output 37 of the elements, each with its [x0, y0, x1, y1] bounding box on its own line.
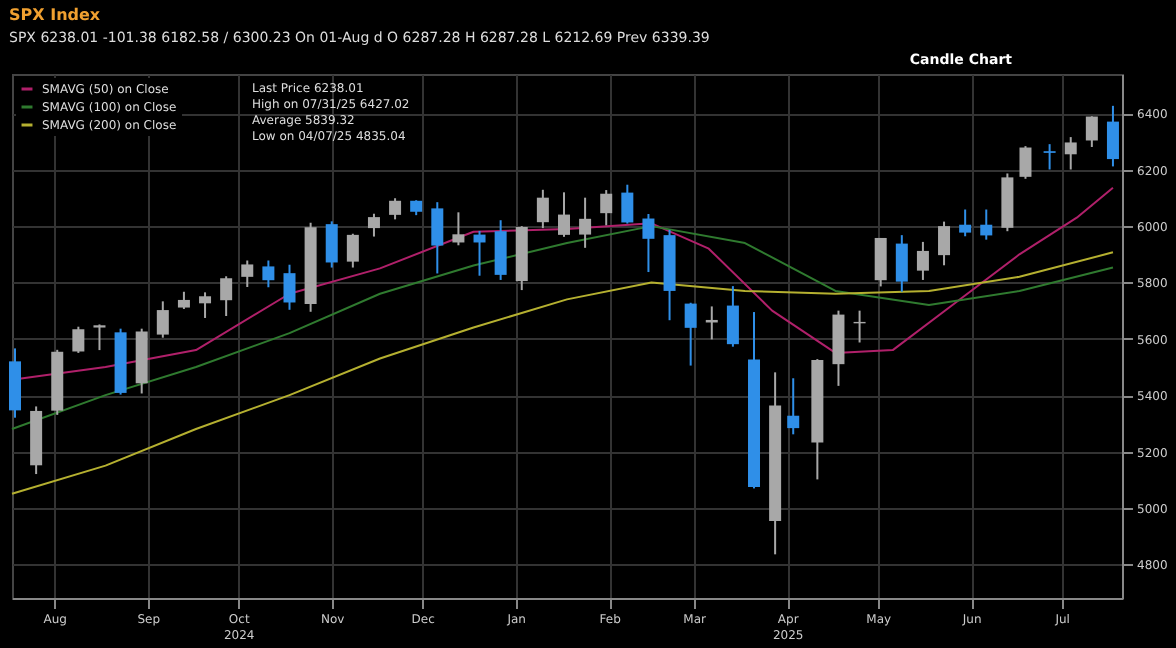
- candlestick: [938, 220, 951, 267]
- candlestick: [241, 259, 254, 288]
- candlestick: [980, 208, 993, 241]
- candlestick: [346, 232, 359, 269]
- candlestick: [536, 188, 549, 230]
- candlestick: [367, 212, 380, 238]
- chart-title: SPX Index: [9, 6, 102, 24]
- candlestick: [452, 211, 465, 247]
- candlestick: [579, 196, 592, 249]
- candlestick: [1106, 104, 1119, 168]
- candlestick: [156, 300, 169, 339]
- candlestick: [494, 219, 507, 281]
- candlestick: [220, 275, 233, 317]
- candlestick: [325, 220, 338, 269]
- candlestick: [1064, 136, 1077, 171]
- candlestick: [642, 213, 655, 274]
- candlestick: [895, 234, 908, 293]
- line-series: [11, 251, 1114, 495]
- candlestick: [787, 377, 800, 436]
- candlestick: [684, 301, 697, 367]
- candlestick: [72, 325, 85, 354]
- candlestick: [600, 189, 613, 227]
- candlestick: [199, 291, 212, 319]
- candlestick: [389, 197, 402, 221]
- candlestick: [1043, 143, 1056, 171]
- candlestick: [874, 236, 887, 288]
- candlestick: [916, 240, 929, 281]
- candlestick: [621, 183, 634, 225]
- candlestick: [1085, 115, 1098, 148]
- candlestick: [557, 191, 570, 238]
- candlestick: [959, 208, 972, 238]
- candlestick: [93, 323, 106, 352]
- candlestick: [262, 259, 275, 289]
- candlestick: [283, 263, 296, 311]
- candlestick: [726, 285, 739, 348]
- candlestick: [431, 201, 444, 275]
- candlestick: [1019, 145, 1032, 180]
